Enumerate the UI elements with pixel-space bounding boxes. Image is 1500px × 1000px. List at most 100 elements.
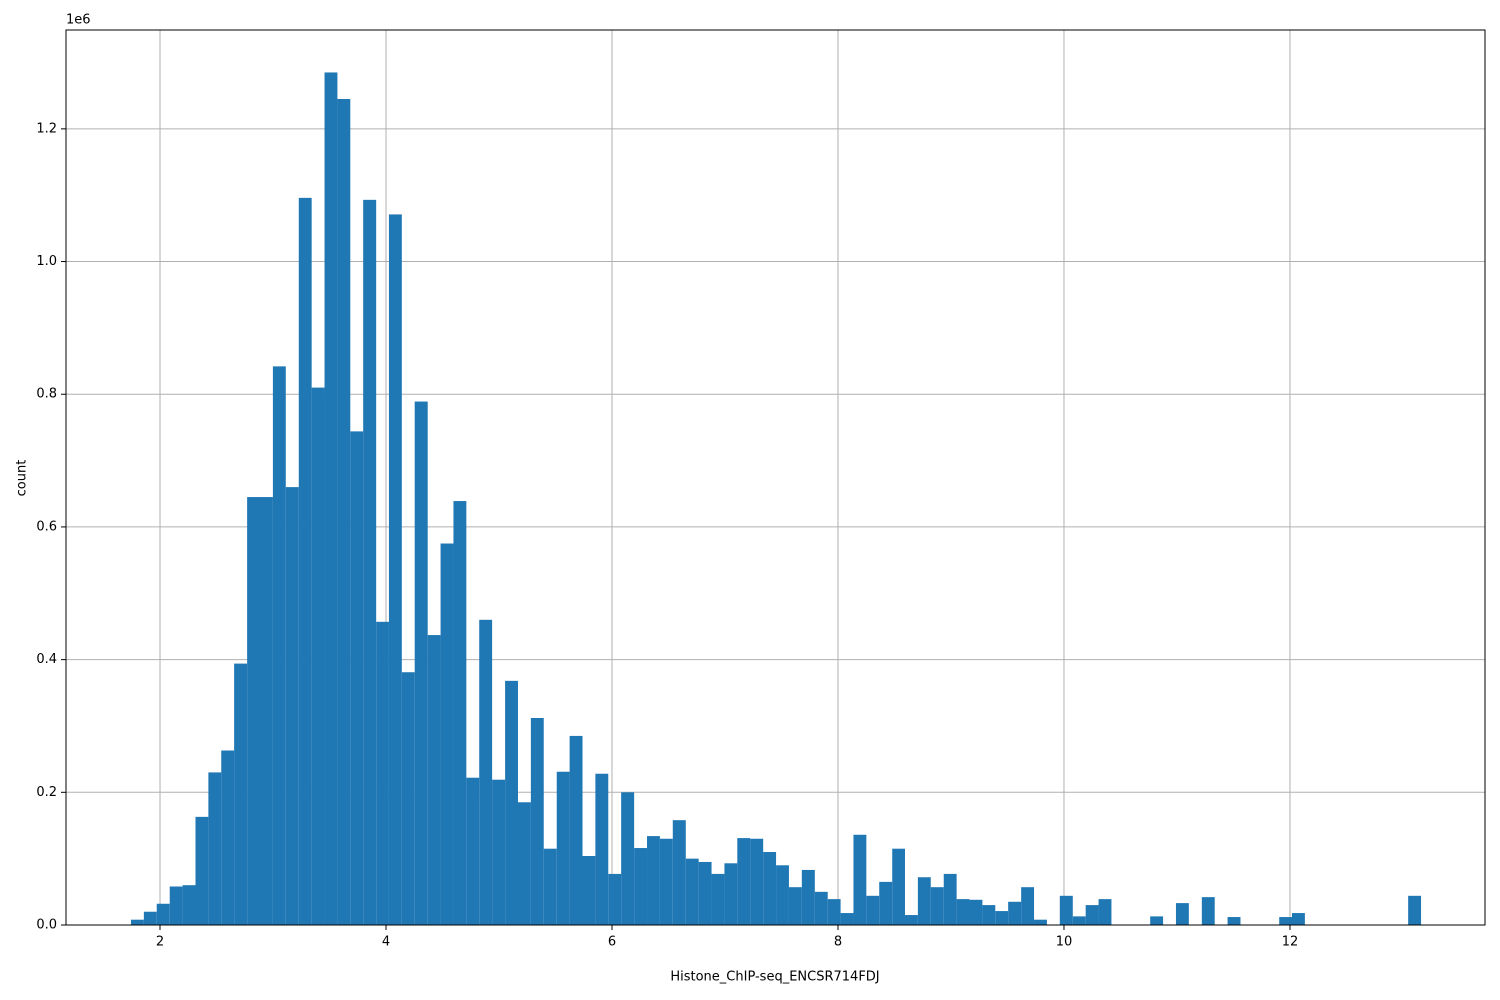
bar (788, 887, 802, 925)
bar (1292, 913, 1305, 925)
bar (143, 911, 157, 925)
y-tick-label: 1.2 (36, 121, 57, 136)
bar (737, 838, 751, 925)
bar (195, 816, 209, 925)
bar (363, 199, 377, 925)
x-tick-label: 8 (834, 935, 842, 950)
bar (930, 887, 944, 925)
bar (479, 619, 493, 925)
y-tick-label: 0.6 (36, 519, 57, 534)
bar (440, 543, 454, 925)
bar (556, 771, 570, 925)
y-offset-label: 1e6 (66, 13, 91, 28)
bar (776, 865, 789, 925)
bar (1408, 895, 1422, 925)
bar (969, 899, 983, 925)
y-tick-label: 1.0 (36, 254, 57, 269)
bar (917, 877, 931, 925)
bar (401, 672, 415, 925)
bar (853, 834, 867, 925)
bar (350, 431, 364, 925)
bar (659, 838, 673, 925)
x-tick-label: 10 (1056, 935, 1073, 950)
bar (879, 881, 893, 925)
plot-frame (65, 29, 1486, 926)
bar (414, 401, 428, 925)
bar (724, 863, 738, 925)
bar (260, 497, 273, 925)
bar (1201, 897, 1215, 925)
bar (1085, 905, 1099, 925)
bar (672, 820, 686, 925)
bar (711, 873, 725, 925)
x-tick-label: 2 (156, 935, 164, 950)
bar (866, 895, 880, 925)
bar (182, 885, 196, 925)
bar (311, 387, 325, 925)
bar (904, 915, 918, 925)
bar (1034, 919, 1047, 925)
bar (337, 98, 351, 925)
bar (698, 861, 712, 925)
y-tick-label: 0.8 (36, 387, 57, 402)
bar (234, 663, 248, 925)
bar (298, 197, 312, 925)
bar (801, 869, 815, 925)
bar (427, 635, 441, 925)
bar (1098, 899, 1112, 925)
bar (505, 680, 518, 925)
bar (208, 772, 222, 925)
bar (466, 777, 480, 925)
bar (1072, 916, 1086, 925)
bar (247, 497, 261, 925)
bar (995, 911, 1009, 925)
bar (1059, 895, 1073, 925)
bar (130, 919, 144, 925)
bar (621, 792, 635, 925)
bar (543, 848, 557, 925)
bar (1175, 903, 1189, 925)
bar (376, 621, 389, 925)
bar (156, 903, 170, 925)
bar (1150, 916, 1164, 925)
bar (517, 802, 531, 925)
bar (840, 913, 854, 925)
bar (608, 873, 622, 925)
bar (285, 487, 299, 925)
bar (634, 848, 648, 925)
bar (956, 899, 970, 925)
bar (685, 858, 699, 925)
y-tick-label: 0.2 (36, 785, 57, 800)
bar (530, 718, 544, 925)
bar (1279, 917, 1293, 925)
bar (169, 886, 183, 925)
bar (750, 838, 764, 925)
bar (492, 779, 506, 925)
bar (569, 735, 583, 925)
x-tick-label: 12 (1282, 935, 1299, 950)
bar (1227, 917, 1241, 925)
bar (221, 750, 235, 925)
bar (814, 891, 828, 925)
bar (324, 72, 338, 926)
bar (1021, 887, 1035, 925)
y-axis-label: count (15, 460, 30, 497)
bar (453, 501, 467, 925)
bar (1008, 901, 1022, 925)
bar (892, 848, 905, 925)
bar (388, 214, 402, 926)
bar (647, 836, 660, 925)
bar (943, 873, 957, 925)
bar (272, 366, 286, 925)
bar (982, 905, 996, 925)
bar (763, 852, 777, 925)
bar (595, 773, 609, 925)
x-tick-label: 6 (608, 935, 616, 950)
bar (582, 856, 596, 925)
x-tick-label: 4 (382, 935, 390, 950)
y-tick-label: 0.0 (36, 918, 57, 933)
bar (827, 899, 841, 925)
x-axis-label: Histone_ChIP-seq_ENCSR714FDJ (670, 970, 879, 985)
y-tick-label: 0.4 (36, 652, 57, 667)
